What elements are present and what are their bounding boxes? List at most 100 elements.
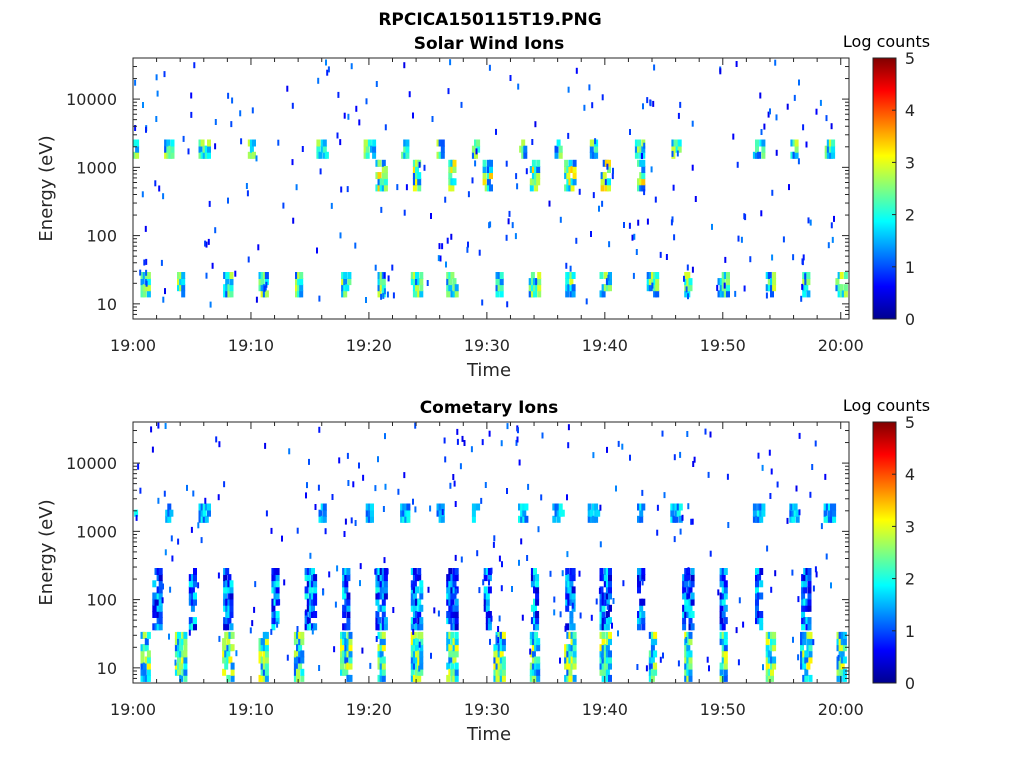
data-cell — [306, 604, 311, 612]
data-cell — [482, 178, 487, 186]
data-cell — [686, 598, 691, 606]
data-cell — [158, 604, 163, 612]
data-cell — [518, 503, 522, 511]
data-cell — [832, 503, 837, 511]
data-cell — [678, 503, 683, 511]
data-cell — [641, 184, 646, 192]
data-cell — [404, 515, 409, 523]
data-cell — [608, 592, 612, 600]
data-cell — [603, 656, 608, 664]
data-cell — [769, 108, 771, 115]
data-cell — [384, 124, 387, 131]
data-cell — [296, 656, 300, 664]
data-cell — [535, 574, 540, 582]
data-cell — [223, 592, 228, 600]
data-cell — [719, 290, 724, 298]
data-cell — [340, 631, 344, 639]
data-cell — [154, 611, 159, 618]
data-cell — [603, 284, 608, 292]
data-cell — [448, 568, 453, 575]
data-cell — [411, 583, 414, 590]
data-cell — [452, 592, 457, 600]
data-cell — [770, 278, 774, 286]
data-cell — [482, 166, 487, 173]
data-cell — [676, 503, 681, 511]
data-cell — [193, 580, 197, 588]
data-cell — [249, 145, 254, 153]
data-cell — [162, 583, 164, 590]
data-cell — [792, 151, 797, 159]
data-cell — [772, 638, 777, 646]
data-cell — [146, 656, 151, 664]
data-cell — [600, 178, 605, 186]
data-cell — [155, 74, 158, 81]
data-cell — [225, 290, 230, 298]
data-cell — [231, 97, 234, 104]
data-cell — [632, 272, 635, 279]
data-cell — [603, 574, 608, 582]
data-cell — [273, 592, 278, 600]
data-cell — [417, 184, 422, 192]
data-cell — [247, 151, 252, 159]
data-cell — [410, 604, 415, 612]
data-cell — [674, 515, 679, 523]
data-cell — [448, 650, 453, 658]
data-cell — [684, 598, 689, 606]
data-cell — [448, 159, 453, 167]
data-cell — [488, 430, 491, 437]
data-cell — [443, 437, 446, 444]
data-cell — [603, 580, 608, 588]
y-tick-label: 1000 — [76, 158, 117, 177]
data-cell — [828, 151, 833, 159]
data-cell — [223, 586, 228, 594]
colorbar-tick-label: 1 — [905, 622, 915, 641]
data-cell — [601, 284, 606, 292]
data-cell — [348, 674, 353, 682]
data-cell — [410, 668, 415, 676]
data-cell — [523, 151, 528, 159]
data-cell — [415, 656, 419, 664]
data-cell — [158, 623, 163, 631]
data-cell — [438, 139, 443, 147]
data-cell — [367, 503, 372, 511]
data-cell — [735, 61, 738, 67]
data-cell — [836, 638, 841, 646]
data-cell — [438, 243, 441, 250]
data-cell — [530, 580, 535, 588]
data-cell — [384, 433, 386, 440]
data-cell — [736, 161, 739, 168]
data-cell — [565, 580, 570, 588]
data-cell — [486, 178, 491, 186]
data-cell — [412, 617, 417, 625]
data-cell — [791, 515, 796, 523]
data-cell — [761, 145, 766, 153]
data-cell — [300, 656, 305, 664]
data-cell — [193, 592, 197, 600]
data-cell — [807, 568, 812, 575]
data-cell — [688, 638, 693, 646]
data-cell — [686, 662, 691, 670]
data-cell — [641, 166, 646, 173]
data-cell — [755, 611, 759, 618]
data-cell — [808, 650, 813, 658]
data-cell — [198, 515, 203, 523]
data-cell — [670, 515, 675, 523]
data-cell — [262, 668, 267, 676]
data-cell — [568, 159, 573, 167]
data-cell — [645, 665, 648, 672]
data-cell — [260, 644, 265, 652]
data-cell — [412, 631, 417, 639]
data-cell — [190, 111, 193, 118]
data-cell — [721, 580, 726, 588]
data-cell — [806, 272, 811, 279]
data-cell — [419, 617, 424, 625]
data-cell — [534, 178, 539, 186]
data-cell — [679, 451, 682, 458]
data-cell — [501, 668, 506, 676]
data-cell — [406, 509, 411, 517]
data-cell — [721, 568, 726, 575]
data-cell — [719, 278, 724, 286]
data-cell — [807, 598, 812, 606]
data-cell — [169, 586, 172, 593]
data-cell — [225, 604, 230, 612]
